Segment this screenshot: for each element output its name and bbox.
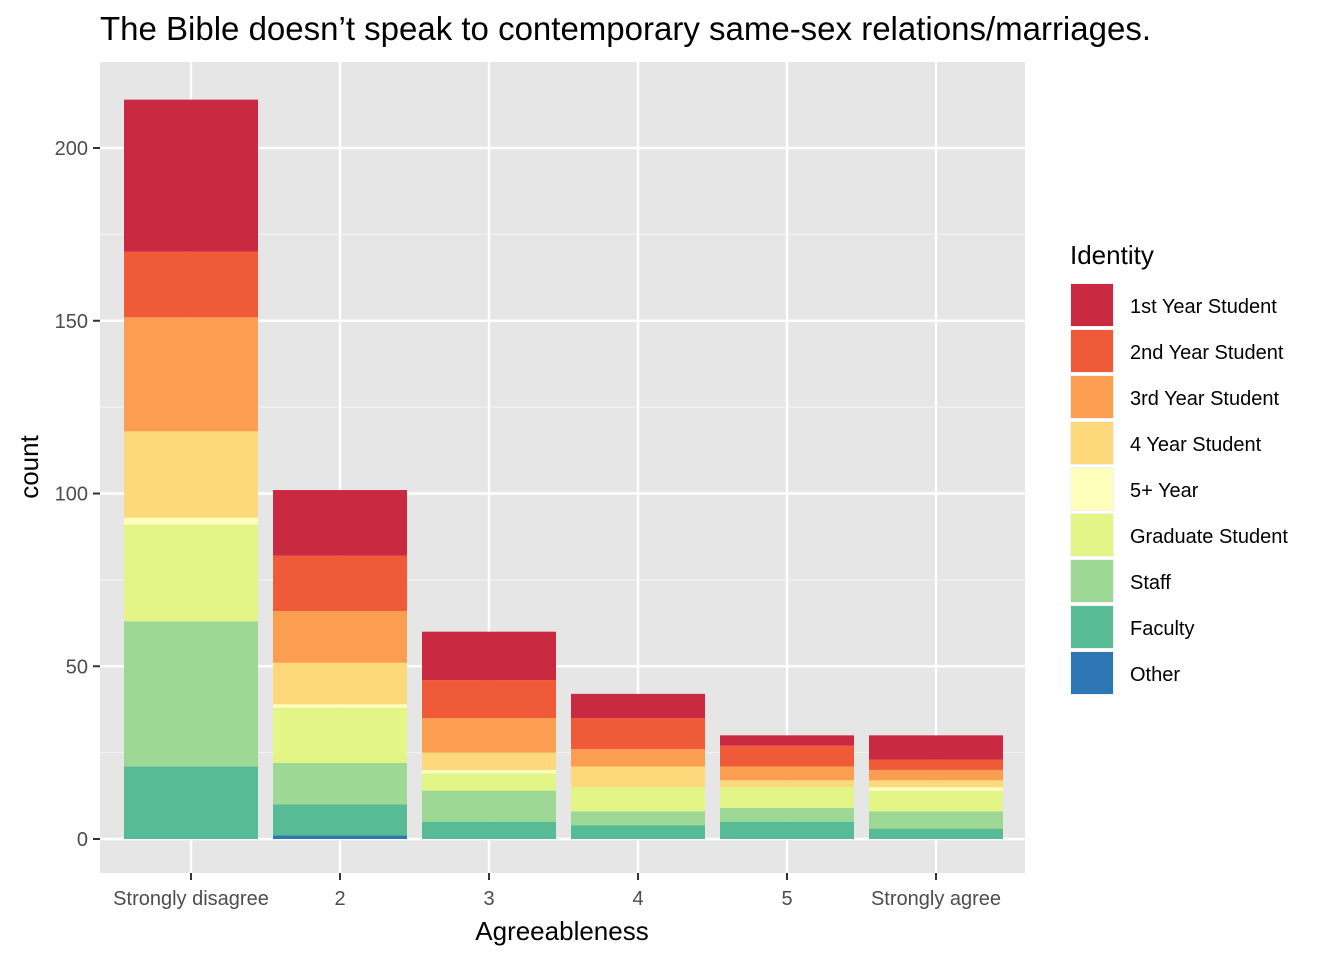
bar-segment [124,99,258,252]
bar-segment [124,251,258,318]
bar-segment [124,621,258,767]
bar-segment [273,662,407,705]
bar-segment [869,787,1003,791]
bar-segment [869,769,1003,781]
x-axis: Strongly disagree 2 3 4 5 Strongly agree [113,873,1001,910]
bar-segment [273,704,407,708]
bar-segment [273,707,407,763]
bar-segment [422,790,556,822]
legend-title: Identity [1070,240,1154,270]
bar-segment [720,787,854,808]
bar-segment [273,610,407,663]
bar-segment [124,517,258,525]
bar-segment [124,431,258,518]
y-axis: 0 50 100 150 200 [55,138,100,851]
bar-segment [422,752,556,770]
y-tick-label: 200 [55,138,88,160]
bar-segment [124,317,258,432]
bar-segment [869,780,1003,788]
legend-key [1071,652,1113,694]
legend-label: 3rd Year Student [1130,388,1279,410]
legend-label: Staff [1130,572,1171,594]
bar-segment [273,835,407,839]
bar-segment [571,811,705,826]
y-axis-label: count [14,434,44,498]
bar-segment [422,773,556,791]
y-tick-label: 50 [66,656,88,678]
x-tick-label: 4 [632,888,643,910]
y-tick-label: 100 [55,484,88,506]
bar-segment [422,821,556,839]
y-tick-label: 0 [77,829,88,851]
x-axis-label: Agreeableness [475,916,648,946]
bar-segment [869,790,1003,812]
bar-segment [273,762,407,805]
bar-segment [571,749,705,767]
legend-key [1071,468,1113,510]
bar-segment [720,807,854,822]
bar-segment [571,718,705,750]
bar-segment [124,766,258,839]
bar-segment [422,680,556,719]
bar-segment [720,766,854,781]
x-tick-label: Strongly disagree [113,888,269,910]
bars [124,99,1003,839]
legend-key [1071,606,1113,648]
bar-segment [124,524,258,622]
legend-key [1071,330,1113,372]
bar-segment [571,693,705,719]
bar-segment [571,766,705,788]
chart-title: The Bible doesn’t speak to contemporary … [100,10,1151,47]
legend-label: 4 Year Student [1130,434,1262,456]
bar-segment [273,555,407,611]
legend-label: Graduate Student [1130,526,1288,548]
bar-segment [273,490,407,556]
legend-items: 1st Year Student 2nd Year Student 3rd Year… [1070,283,1288,695]
x-tick-label: 2 [334,888,345,910]
bar-segment [869,828,1003,839]
x-tick-label: 3 [483,888,494,910]
legend-key [1071,560,1113,602]
bar-segment [869,811,1003,829]
legend-key [1071,422,1113,464]
bar-segment [571,787,705,812]
legend-key [1071,514,1113,556]
legend-label: 1st Year Student [1130,296,1277,318]
legend-label: Other [1130,664,1180,686]
legend-label: 5+ Year [1130,480,1199,502]
bar-segment [720,735,854,746]
bar-segment [720,821,854,839]
x-tick-label: 5 [781,888,792,910]
bar-segment [273,804,407,836]
legend-key [1071,376,1113,418]
bar-segment [720,745,854,767]
bar-segment [869,735,1003,760]
legend-key [1071,284,1113,326]
bar-segment [869,759,1003,770]
legend: Identity 1st Year Student 2nd Year Studen… [1070,240,1288,695]
bar-segment [422,718,556,753]
bar-segment [422,631,556,681]
legend-label: Faculty [1130,618,1194,640]
bar-segment [571,825,705,839]
x-tick-label: Strongly agree [871,888,1001,910]
y-tick-label: 150 [55,311,88,333]
legend-label: 2nd Year Student [1130,342,1284,364]
bar-segment [720,780,854,788]
bar-segment [422,769,556,774]
